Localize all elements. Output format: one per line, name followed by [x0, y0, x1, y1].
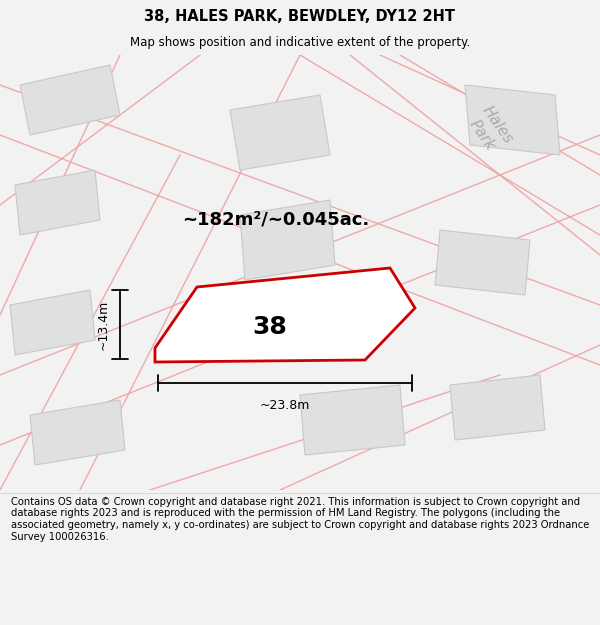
Polygon shape [300, 385, 405, 455]
Polygon shape [240, 200, 335, 280]
Text: Contains OS data © Crown copyright and database right 2021. This information is : Contains OS data © Crown copyright and d… [11, 497, 589, 541]
Polygon shape [30, 400, 125, 465]
Text: Map shows position and indicative extent of the property.: Map shows position and indicative extent… [130, 36, 470, 49]
Polygon shape [450, 375, 545, 440]
Polygon shape [15, 170, 100, 235]
Polygon shape [20, 65, 120, 135]
Text: ~13.4m: ~13.4m [97, 299, 110, 349]
Text: 38, HALES PARK, BEWDLEY, DY12 2HT: 38, HALES PARK, BEWDLEY, DY12 2HT [145, 9, 455, 24]
Polygon shape [465, 85, 560, 155]
Text: ~182m²/~0.045ac.: ~182m²/~0.045ac. [182, 211, 370, 229]
Text: 38: 38 [252, 315, 287, 339]
Text: Hales
Park: Hales Park [464, 103, 516, 157]
Polygon shape [230, 95, 330, 170]
Text: ~23.8m: ~23.8m [260, 399, 310, 412]
Polygon shape [435, 230, 530, 295]
Polygon shape [10, 290, 95, 355]
Polygon shape [155, 268, 415, 362]
